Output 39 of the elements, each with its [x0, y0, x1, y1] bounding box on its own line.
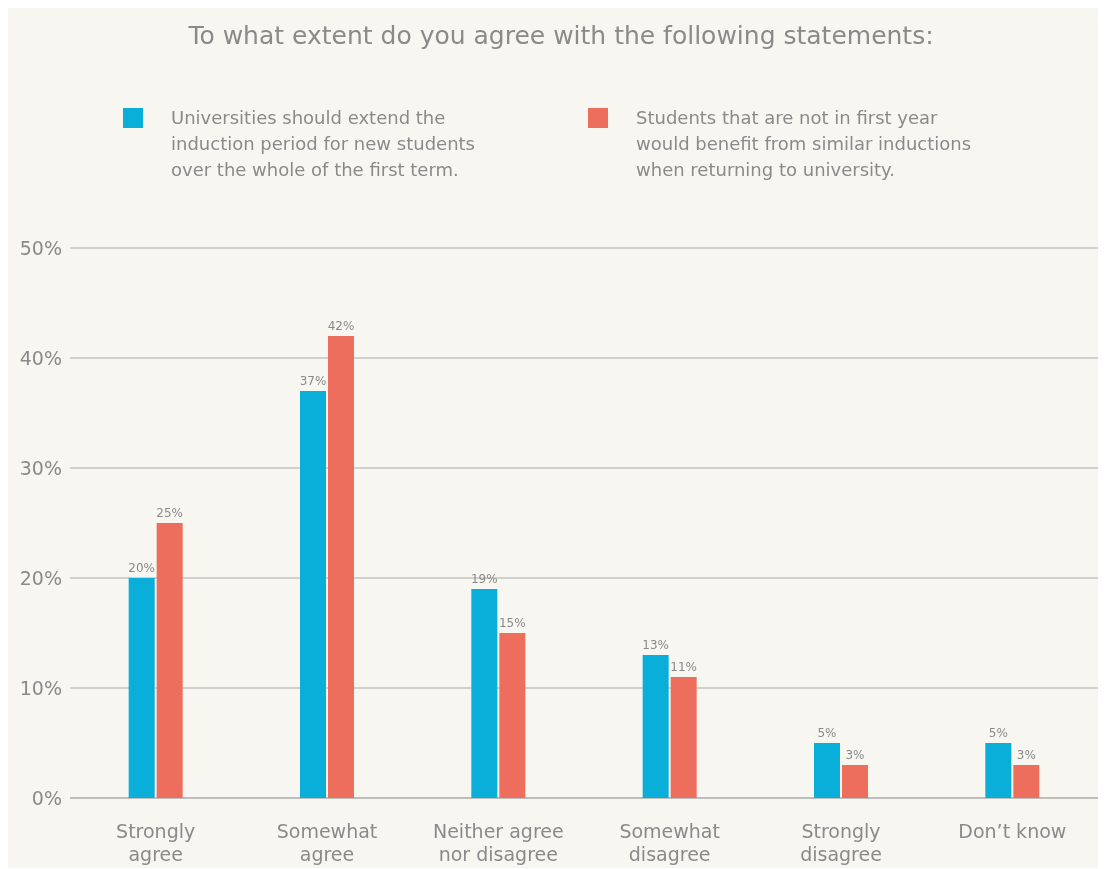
- bar: [499, 633, 526, 798]
- legend-label: Students that are not in first year would benefit from similar inductions when returning to university.: [636, 107, 972, 180]
- bar: [300, 391, 326, 798]
- data-label: 20%: [128, 561, 155, 575]
- y-tick-label: 20%: [19, 567, 62, 589]
- x-tick-label: Somewhat agree: [276, 820, 378, 865]
- y-tick-label: 50%: [19, 237, 62, 259]
- data-label: 37%: [299, 374, 327, 388]
- data-label: 3%: [845, 748, 865, 762]
- data-label: 5%: [817, 726, 837, 740]
- bar: [328, 336, 354, 798]
- data-label: 15%: [499, 616, 526, 630]
- y-tick-label: 30%: [19, 457, 62, 479]
- data-label: 19%: [471, 572, 498, 586]
- data-label: 13%: [642, 638, 669, 652]
- bar: [1013, 765, 1040, 798]
- data-label: 25%: [156, 506, 183, 520]
- x-tick-label: Don’t know: [958, 820, 1067, 842]
- legend-label: Universities should extend the induction period for new students over the whole of the first term.: [171, 107, 475, 180]
- bar: [642, 655, 669, 798]
- bar: [670, 677, 697, 798]
- bar: [471, 589, 498, 798]
- x-tick-label: Strongly agree: [116, 820, 196, 865]
- y-tick-label: 40%: [19, 347, 62, 369]
- data-label: 5%: [988, 726, 1008, 740]
- bar: [842, 765, 868, 798]
- chart-title: To what extent do you agree with the following statements:: [187, 21, 934, 50]
- bar: [985, 743, 1012, 798]
- data-label: 3%: [1016, 748, 1036, 762]
- bar: [814, 743, 840, 798]
- bar: [156, 523, 183, 798]
- data-label: 42%: [327, 319, 355, 333]
- data-label: 11%: [670, 660, 697, 674]
- x-tick-label: Strongly disagree: [800, 820, 882, 865]
- x-tick-label: Somewhat disagree: [619, 820, 720, 865]
- x-tick-label: Neither agree nor disagree: [432, 820, 564, 865]
- y-tick-label: 0%: [31, 787, 62, 809]
- y-tick-label: 10%: [19, 677, 62, 699]
- bar: [128, 578, 155, 798]
